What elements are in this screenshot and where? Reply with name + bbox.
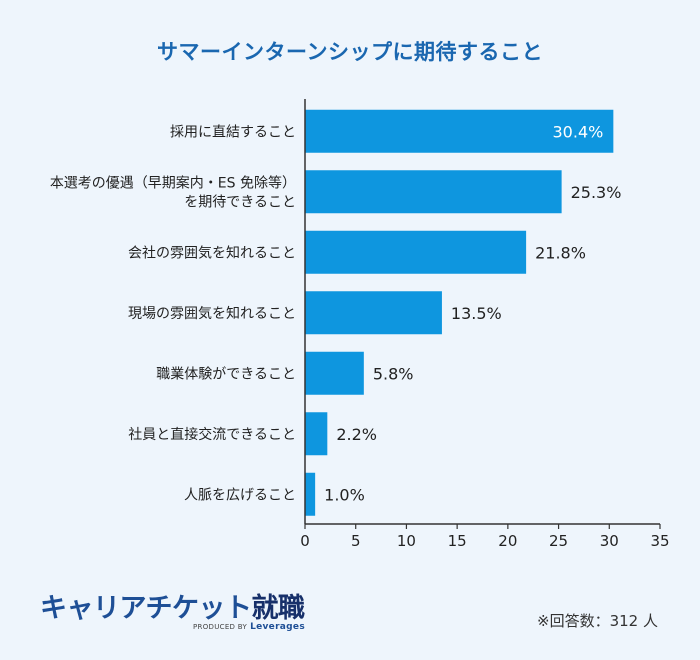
bar-value-label-4: 13.5%: [451, 304, 502, 323]
category-label-2-line-2: を期待できること: [184, 194, 296, 210]
x-tick-label-25: 25: [549, 532, 568, 550]
x-tick-label-5: 5: [351, 532, 361, 550]
logo-subtitle: PRODUCED BY Leverages: [193, 622, 305, 632]
bar-chart: 30.4% 採用に直結すること 25.3% 本選考の優遇（早期案内・ES 免除等） を期…: [50, 99, 670, 550]
bar-7: [305, 472, 316, 516]
x-tick-label-0: 0: [300, 532, 310, 550]
respondent-count-note: ※回答数：312 人: [537, 612, 658, 630]
company-logo: キャリアチケット就職 PRODUCED BY Leverages: [40, 586, 305, 636]
x-tick-label-35: 35: [650, 532, 669, 550]
category-label-5: 職業体験ができること: [156, 366, 296, 382]
bar-value-label-1: 30.4%: [553, 122, 604, 141]
logo-sub-text: PRODUCED BY: [193, 623, 248, 631]
bar-5: [305, 351, 364, 395]
category-label-6: 社員と直接交流できること: [128, 426, 296, 443]
x-tick-label-10: 10: [397, 532, 416, 550]
category-label-4: 現場の雰囲気を知れること: [128, 305, 296, 322]
bar-3: [305, 230, 527, 274]
bar-value-label-5: 5.8%: [373, 364, 414, 383]
bar-value-label-2: 25.3%: [571, 183, 622, 202]
logo-strong-text: 就職: [251, 593, 305, 624]
bar-2: [305, 170, 562, 214]
bar-value-label-3: 21.8%: [535, 243, 586, 262]
bar-6: [305, 412, 328, 456]
x-tick-label-15: 15: [448, 532, 467, 550]
chart-title: サマーインターンシップに期待すること: [157, 40, 543, 64]
category-label-1: 採用に直結すること: [170, 123, 296, 140]
x-tick-label-30: 30: [600, 532, 619, 550]
logo-wordmark: キャリアチケット就職: [40, 586, 305, 625]
logo-main-text: キャリアチケット: [40, 593, 252, 624]
category-label-3: 会社の雰囲気を知れること: [128, 244, 296, 261]
category-label-2-line-1: 本選考の優遇（早期案内・ES 免除等）: [50, 174, 296, 191]
bar-value-label-7: 1.0%: [324, 485, 365, 504]
x-tick-label-20: 20: [498, 532, 517, 550]
bar-4: [305, 291, 442, 335]
logo-brand-text: Leverages: [250, 622, 305, 632]
bar-value-label-6: 2.2%: [336, 425, 377, 444]
category-label-7: 人脈を広げること: [184, 487, 296, 503]
bar-1: [305, 109, 614, 153]
